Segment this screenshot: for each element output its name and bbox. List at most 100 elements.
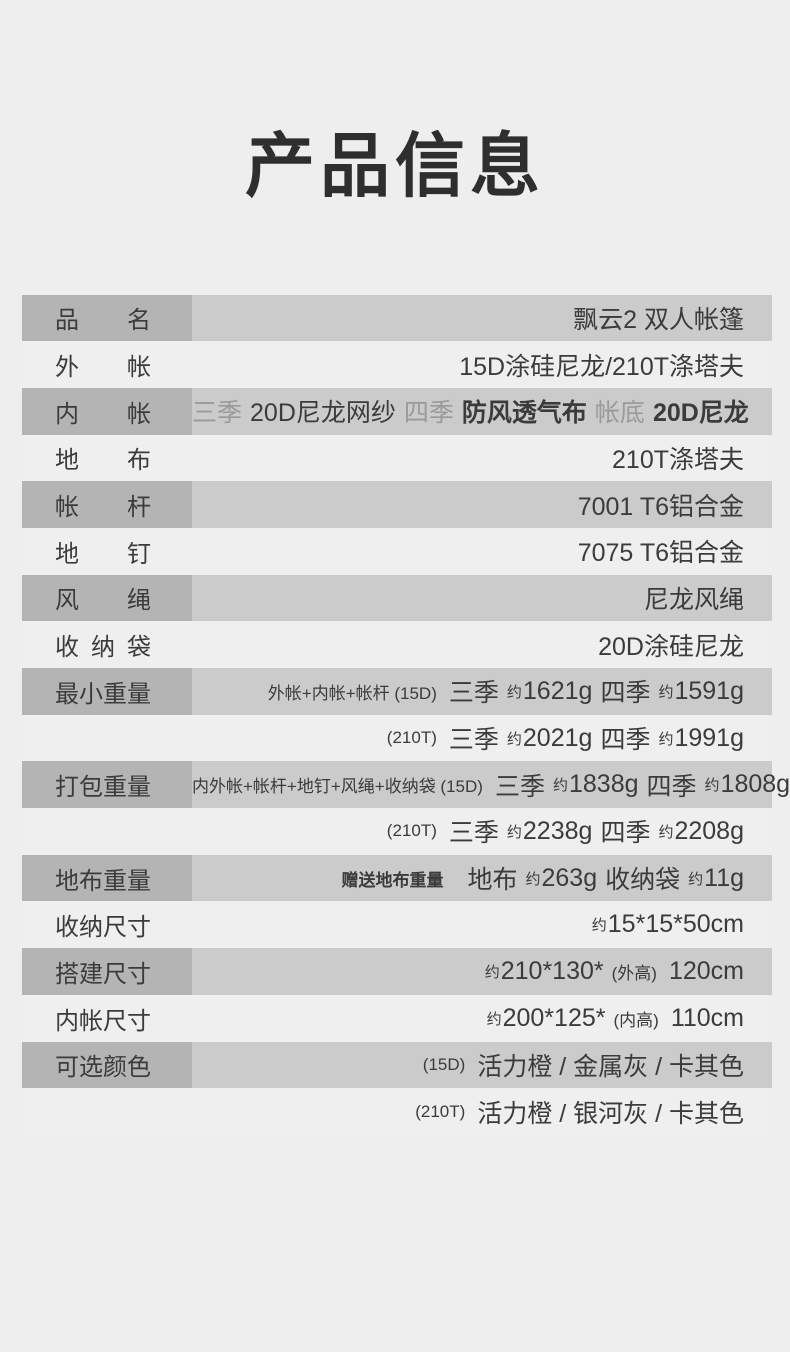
spec-label-cell: 内帐 (22, 387, 192, 435)
spec-row: 收纳尺寸 约 15*15*50cm (22, 901, 772, 949)
spec-value-segment: 1808g (720, 770, 790, 799)
spec-label-cell: 搭建尺寸 (22, 948, 192, 995)
spec-label-cell: 风绳 (22, 574, 192, 622)
spec-value-segment: (外高) (611, 963, 657, 983)
spec-row: 地钉 7075 T6铝合金 (22, 527, 772, 575)
spec-label-text: 可选颜色 (55, 1054, 151, 1082)
spec-value-segment: 约 (591, 917, 607, 935)
spec-label-cell (22, 808, 192, 855)
spec-label-cell: 外帐 (22, 341, 192, 388)
spec-label-text: 地钉 (55, 540, 151, 568)
spec-row: 打包重量内外帐+帐杆+地钉+风绳+收纳袋 (15D) 三季约 1838g 四季约 180… (22, 761, 790, 809)
spec-row: 地布 210T涤塔夫 (22, 434, 772, 482)
spec-value-segment: 三季 (448, 726, 499, 755)
spec-value-segment: 约 (688, 870, 704, 888)
spec-label-cell: 最小重量 (22, 668, 192, 715)
spec-row: 内帐 三季 20D尼龙网纱 四季 防风透气布 帐底 20D尼龙 (22, 387, 772, 435)
spec-value-segment: 约 (506, 823, 522, 841)
spec-value-segment: 200*125* (502, 1003, 606, 1032)
spec-value-segment: 外帐+内帐+帐杆 (15D) (267, 683, 437, 703)
spec-value-segment: 约 (658, 823, 674, 841)
spec-value-segment: 2021g (522, 723, 593, 752)
spec-value-cell: (15D) 活力橙 / 金属灰 / 卡其色 (192, 1042, 772, 1089)
spec-value-segment: 7075 T6铝合金 (577, 539, 744, 568)
spec-value-segment: 约 (506, 730, 522, 748)
spec-value-cell: (210T) 三季约 2238g 四季约 2208g (192, 808, 772, 855)
spec-label-cell: 收纳尺寸 (22, 901, 192, 948)
spec-value-segment: 20D尼龙 (652, 399, 749, 428)
spec-value-segment: 三季 (192, 399, 243, 428)
spec-value-segment: 赠送地布重量 (341, 870, 444, 890)
spec-value-segment: 四季 (600, 819, 651, 848)
spec-value-segment: 活力橙 / 银河灰 / 卡其色 (477, 1099, 744, 1128)
spec-value-segment: 约 (704, 777, 720, 795)
spec-row: 收纳袋 20D涂硅尼龙 (22, 621, 772, 668)
spec-value-cell: 7075 T6铝合金 (192, 528, 772, 575)
spec-label-cell: 内帐尺寸 (22, 995, 192, 1042)
spec-row: 地布重量 赠送地布重量 地布约 263g 收纳袋约 11g (22, 854, 772, 902)
spec-label-text: 内帐 (55, 400, 151, 428)
spec-value-segment: 三季 (494, 772, 545, 801)
spec-value-segment: 263g (541, 863, 598, 892)
spec-label-text: 风绳 (55, 587, 151, 615)
spec-row: 风绳 尼龙风绳 (22, 574, 772, 622)
spec-value-segment: 11g (704, 863, 744, 892)
spec-value-segment: 15*15*50cm (607, 910, 744, 939)
spec-value-segment: 1591g (674, 676, 744, 705)
spec-value-segment: 约 (486, 1010, 502, 1028)
spec-value-segment: 120cm (668, 956, 744, 985)
spec-label-cell: 地钉 (22, 528, 192, 575)
spec-value-segment: 约 (552, 777, 568, 795)
spec-value-cell: 15D涂硅尼龙/210T涤塔夫 (192, 341, 772, 388)
spec-label-cell: 可选颜色 (22, 1041, 192, 1089)
spec-value-cell: 飘云2 双人帐篷 (192, 295, 772, 342)
spec-value-segment: 约 (658, 683, 674, 701)
spec-row: 外帐 15D涂硅尼龙/210T涤塔夫 (22, 341, 772, 388)
spec-value-segment: 四季 (646, 772, 697, 801)
spec-label-text: 收纳尺寸 (55, 914, 151, 942)
spec-row: (210T) 三季约 2021g 四季约 1991g (22, 714, 772, 762)
spec-value-cell: 210T涤塔夫 (192, 435, 772, 482)
spec-row: 内帐尺寸 约 200*125* (内高) 110cm (22, 994, 772, 1042)
spec-row: 搭建尺寸 约 210*130* (外高) 120cm (22, 948, 772, 995)
spec-value-cell: 赠送地布重量 地布约 263g 收纳袋约 11g (192, 855, 772, 902)
spec-value-segment: 1991g (674, 723, 744, 752)
spec-value-segment: 2208g (674, 816, 744, 845)
spec-value-segment: 防风透气布 (461, 399, 587, 428)
spec-value-cell: 约 210*130* (外高) 120cm (192, 948, 772, 995)
spec-value-segment: 收纳袋 (605, 866, 681, 895)
spec-value-segment: 210*130* (500, 956, 604, 985)
spec-value-segment: 四季 (403, 399, 454, 428)
spec-label-cell: 打包重量 (22, 761, 192, 809)
spec-value-segment: 20D尼龙网纱 (250, 399, 396, 428)
spec-label-cell: 帐杆 (22, 481, 192, 528)
spec-value-segment: 约 (484, 963, 500, 981)
spec-label-text: 品名 (55, 307, 151, 335)
spec-label-text: 内帐尺寸 (55, 1007, 151, 1035)
spec-value-segment: 四季 (600, 679, 651, 708)
spec-row: 可选颜色 (15D) 活力橙 / 金属灰 / 卡其色 (22, 1041, 772, 1089)
spec-value-segment: (内高) (613, 1010, 659, 1030)
spec-value-segment: 约 (525, 870, 541, 888)
spec-label-cell: 品名 (22, 294, 192, 342)
spec-value-segment: 20D涂硅尼龙 (598, 632, 744, 661)
spec-value-cell: (210T) 三季约 2021g 四季约 1991g (192, 715, 772, 762)
spec-label-cell: 地布 (22, 435, 192, 482)
spec-value-segment: 2238g (522, 816, 593, 845)
spec-value-segment: 活力橙 / 金属灰 / 卡其色 (477, 1052, 744, 1081)
spec-value-cell: 三季 20D尼龙网纱 四季 防风透气布 帐底 20D尼龙 (192, 388, 777, 435)
spec-label-text: 打包重量 (55, 774, 151, 802)
spec-value-segment: (15D) (422, 1054, 466, 1074)
spec-value-segment: 四季 (600, 726, 651, 755)
product-spec-table: 品名飘云2 双人帐篷外帐 15D涂硅尼龙/210T涤塔夫内帐三季 20D尼龙网纱 四季… (22, 294, 790, 1135)
spec-value-segment: 三季 (448, 679, 499, 708)
spec-label-text: 收纳袋 (55, 634, 151, 662)
spec-value-segment: 7001 T6铝合金 (577, 492, 744, 521)
spec-row: 品名 飘云2 双人帐篷 (22, 294, 772, 342)
spec-value-segment: (210T) (415, 1101, 466, 1121)
spec-row: (210T) 三季约 2238g 四季约 2208g (22, 808, 772, 855)
spec-value-segment: 210T涤塔夫 (612, 445, 744, 474)
spec-value-segment: 飘云2 双人帐篷 (573, 305, 744, 334)
spec-value-segment: 尼龙风绳 (643, 585, 744, 614)
spec-label-text: 地布重量 (55, 867, 151, 895)
